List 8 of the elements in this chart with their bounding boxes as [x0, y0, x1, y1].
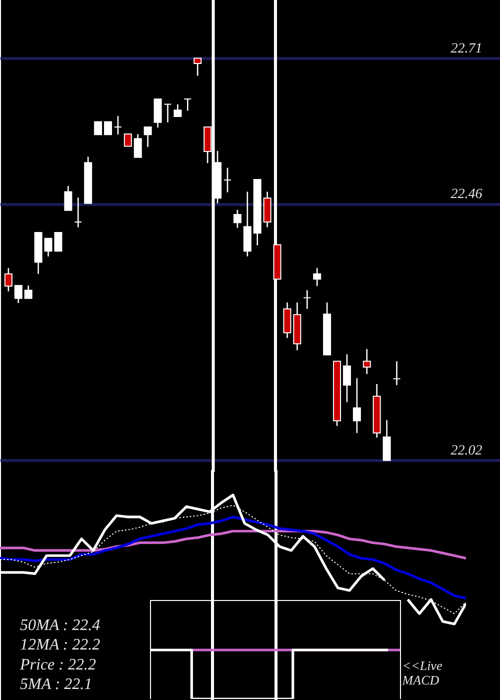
y-tick-label: 22.02 [450, 443, 482, 458]
text: 12MA : 22.2 [20, 636, 100, 654]
text: Price : 22.2 [19, 656, 96, 674]
annotation: 50MA : 22.4 [20, 617, 100, 634]
y-tick-label: 22.71 [450, 41, 482, 56]
text: <<Live MACD [401, 658, 442, 688]
y-tick-label: 22.46 [450, 186, 482, 202]
text: 5MA : 22.1 [20, 676, 92, 694]
